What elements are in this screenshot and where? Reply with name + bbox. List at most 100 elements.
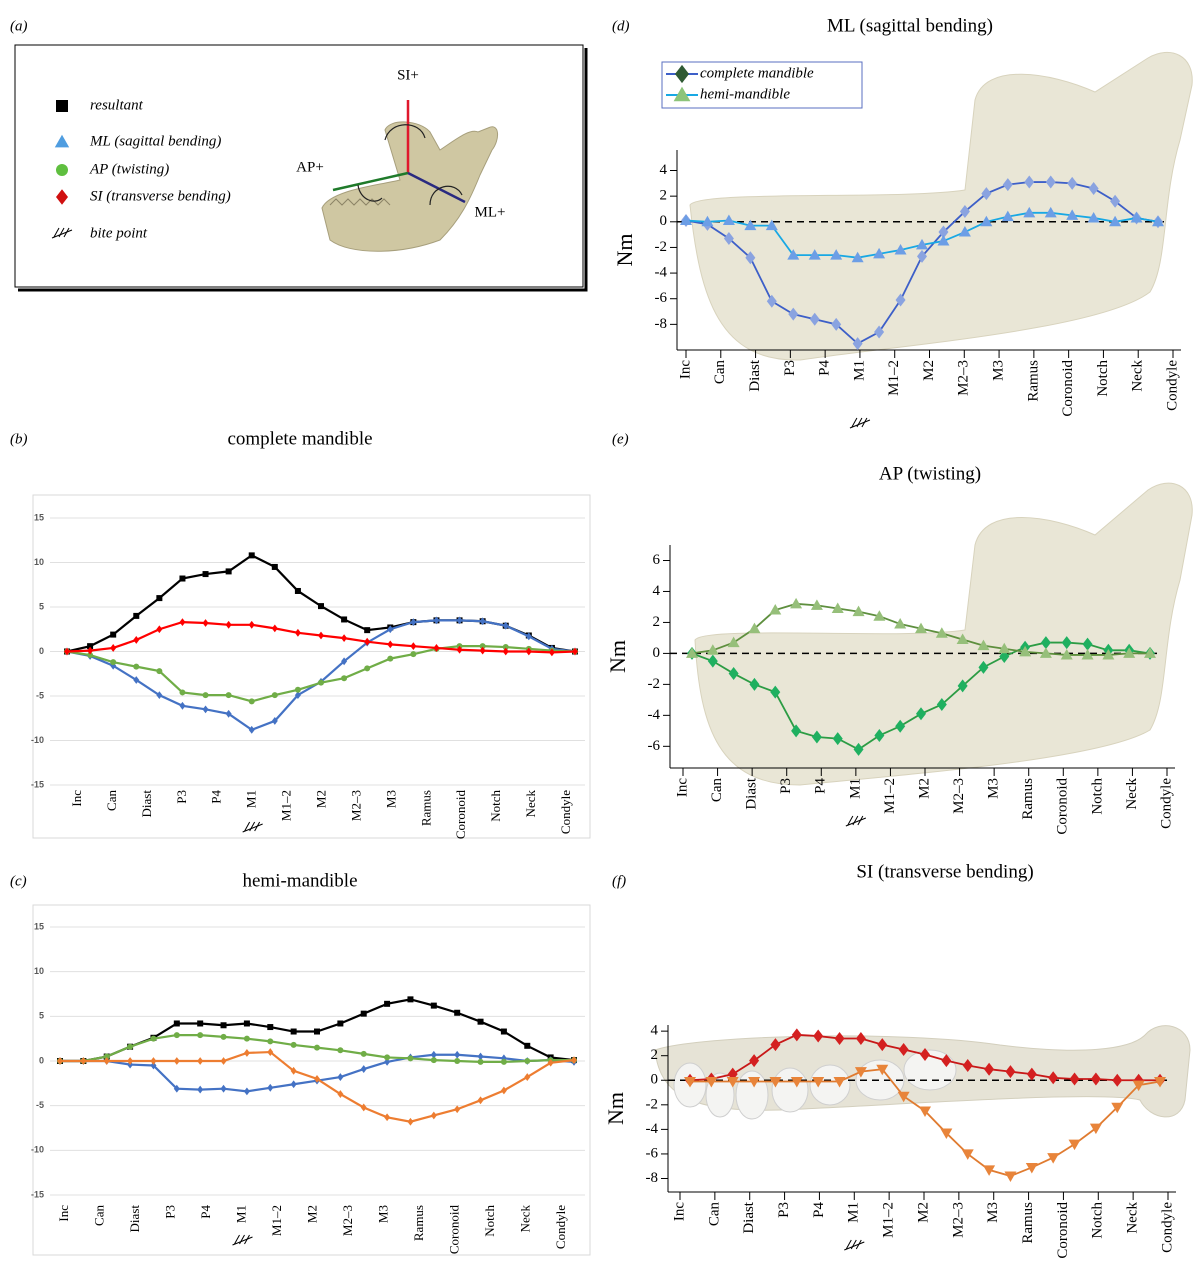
panel-label: (a) <box>10 18 28 34</box>
legend-marker <box>675 64 689 84</box>
data-point <box>267 1038 274 1045</box>
data-point <box>360 1010 367 1017</box>
y-tick-label: 15 <box>34 921 44 931</box>
data-point <box>877 1038 888 1052</box>
data-point <box>479 646 486 655</box>
data-point <box>897 1091 910 1103</box>
legend-frame <box>14 44 584 288</box>
data-point <box>1040 636 1051 650</box>
y-tick-label: -6 <box>646 1145 659 1161</box>
data-point <box>110 659 117 666</box>
y-tick-label: 5 <box>39 601 44 611</box>
data-point <box>248 620 255 629</box>
data-point <box>830 249 843 260</box>
data-point <box>1005 1065 1016 1079</box>
data-point <box>179 701 186 710</box>
x-tick-label: Ramus <box>411 1205 426 1241</box>
data-point <box>813 1029 824 1043</box>
data-point <box>179 575 186 582</box>
data-point <box>337 1020 344 1027</box>
data-point <box>936 698 947 712</box>
data-point <box>873 610 886 621</box>
x-tick-label: Can <box>712 360 728 385</box>
bite-symbol <box>861 417 868 428</box>
data-point <box>410 651 417 658</box>
data-point <box>110 631 117 638</box>
y-tick-label: -5 <box>36 1100 44 1110</box>
x-tick-label: Can <box>104 790 119 811</box>
x-tick-label: Inc <box>69 790 84 807</box>
legend-text: resultant <box>90 97 144 113</box>
x-tick-label: M3 <box>986 778 1002 799</box>
data-point <box>749 677 760 691</box>
data-point <box>919 1106 931 1117</box>
data-point <box>197 1057 204 1065</box>
data-point <box>156 691 163 700</box>
data-point <box>765 219 778 231</box>
data-point <box>220 1022 227 1029</box>
data-point <box>766 294 777 308</box>
x-tick-label: P4 <box>811 1202 827 1218</box>
data-point <box>225 692 232 699</box>
data-point <box>294 628 301 637</box>
y-tick-label: 2 <box>653 614 661 630</box>
x-tick-label: M2 <box>304 1205 319 1223</box>
data-point <box>895 293 906 307</box>
legend-marker <box>56 100 68 112</box>
data-point <box>454 1105 461 1114</box>
x-tick-label: Notch <box>1089 778 1105 815</box>
data-point <box>1111 1102 1124 1114</box>
data-point <box>791 1028 802 1042</box>
x-tick-label: Coronoid <box>446 1205 461 1255</box>
axis-name: SI+ <box>397 67 419 83</box>
x-tick-label: Inc <box>677 360 693 379</box>
data-point <box>1066 209 1079 220</box>
data-point <box>769 604 782 615</box>
x-tick-label: Notch <box>1090 1202 1106 1239</box>
data-point <box>833 1076 846 1088</box>
data-point <box>103 1053 110 1060</box>
data-point <box>873 247 886 259</box>
data-point <box>87 643 94 650</box>
data-point <box>1044 206 1057 218</box>
y-tick-label: -15 <box>31 779 44 789</box>
data-point <box>831 602 844 613</box>
data-point <box>456 616 463 625</box>
y-tick-label: -5 <box>36 690 44 700</box>
x-tick-label: Inc <box>674 778 690 797</box>
data-point <box>150 1035 157 1042</box>
data-point <box>941 1054 952 1068</box>
data-point <box>748 622 761 634</box>
x-tick-label: M3 <box>991 360 1007 381</box>
data-point <box>812 1076 825 1088</box>
data-point <box>364 637 371 646</box>
y-tick-label: 0 <box>660 213 668 229</box>
data-point <box>962 1059 973 1073</box>
ml-axis <box>407 171 466 204</box>
data-point <box>87 652 94 659</box>
data-point <box>894 617 907 629</box>
y-tick-label: 0 <box>653 645 661 661</box>
data-point <box>430 1111 437 1120</box>
data-point <box>150 1061 157 1070</box>
y-tick-label: 0 <box>651 1072 659 1088</box>
bite-symbol <box>856 417 863 428</box>
y-tick-label: 6 <box>653 552 661 568</box>
data-point <box>984 1062 995 1076</box>
data-point <box>895 719 906 733</box>
data-point <box>723 231 734 245</box>
data-point <box>179 618 186 627</box>
data-point <box>916 238 928 250</box>
bite-symbol <box>244 1234 250 1245</box>
data-point <box>684 1076 696 1088</box>
data-point <box>524 1073 531 1081</box>
data-point <box>547 1058 554 1067</box>
y-tick-label: 2 <box>651 1047 659 1063</box>
data-point <box>916 707 926 721</box>
x-tick-label: M2 <box>916 778 932 799</box>
data-point <box>894 244 907 255</box>
data-point <box>977 639 990 651</box>
data-point <box>680 214 692 226</box>
data-point <box>961 1149 974 1160</box>
